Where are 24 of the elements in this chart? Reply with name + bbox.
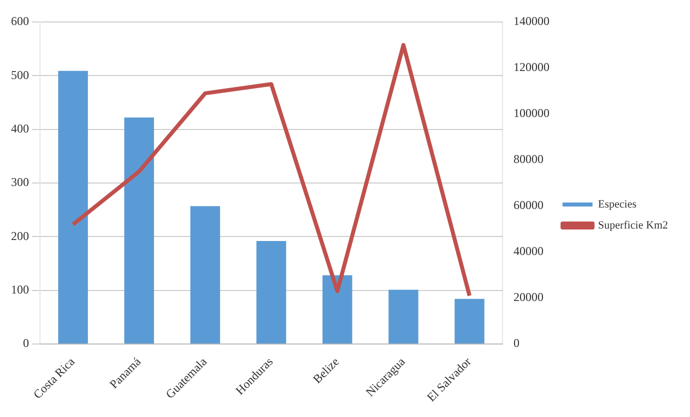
y2-tick-label: 120000 xyxy=(514,60,550,74)
bar xyxy=(256,240,286,344)
y2-tick-label: 40000 xyxy=(514,244,544,258)
bar xyxy=(454,298,484,344)
bar xyxy=(322,275,352,344)
y-tick-label: 400 xyxy=(11,121,29,136)
y2-tick-label: 80000 xyxy=(514,152,544,166)
y2-tick-label: 100000 xyxy=(514,106,550,120)
y2-tick-label: 20000 xyxy=(514,290,544,304)
y-tick-label: 600 xyxy=(11,14,29,28)
y-tick-label: 300 xyxy=(11,175,29,190)
y2-tick-label: 140000 xyxy=(514,14,550,28)
y2-tick-label: 60000 xyxy=(514,198,544,212)
y-tick-label: 0 xyxy=(23,336,29,350)
y-tick-label: 500 xyxy=(11,68,29,82)
y-tick-label: 100 xyxy=(11,282,29,296)
y2-tick-label: 0 xyxy=(514,336,520,350)
legend-label: Superficie Km2 xyxy=(598,219,668,232)
bar xyxy=(124,118,154,344)
legend-label: Especies xyxy=(598,198,637,210)
bar xyxy=(190,206,220,344)
bar xyxy=(58,70,88,344)
y-tick-label: 200 xyxy=(11,228,29,243)
bar xyxy=(388,290,418,344)
